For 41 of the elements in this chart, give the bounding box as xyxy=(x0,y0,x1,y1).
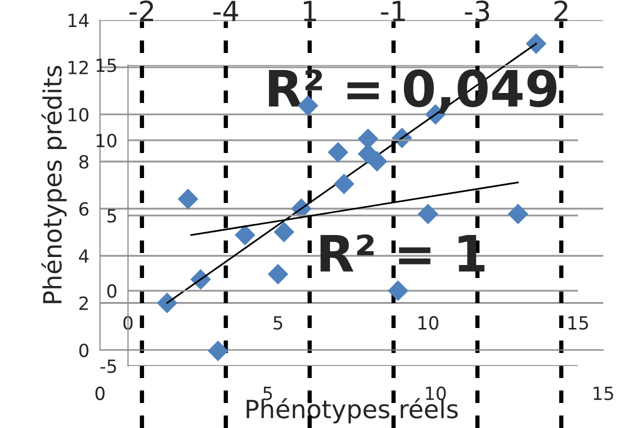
annotation: 1 xyxy=(304,0,316,22)
annotation: -3 xyxy=(464,0,490,22)
y-tick-label: 0 xyxy=(79,344,88,358)
point xyxy=(418,204,438,224)
y-tick-label: 10 xyxy=(68,108,88,122)
y-tick-label: 2 xyxy=(79,296,88,310)
point xyxy=(268,264,288,284)
y-tick-label: 15 xyxy=(96,58,116,72)
annotation: -1 xyxy=(381,0,405,22)
point xyxy=(208,340,228,362)
annotation: 2 xyxy=(554,0,568,22)
x-tick-label: 5 xyxy=(263,386,272,400)
point xyxy=(328,142,348,163)
point xyxy=(388,280,408,302)
x-axis-title: Phénotypes réels xyxy=(246,398,458,424)
point xyxy=(366,151,388,172)
annotation: -2 xyxy=(129,0,154,22)
x-tick-label: 5 xyxy=(274,316,282,330)
y-tick-label: 5 xyxy=(107,209,116,223)
x-tick-label: 15 xyxy=(568,316,588,330)
x-tick-label: 10 xyxy=(418,316,438,330)
point xyxy=(526,33,546,54)
y-tick-label: 12 xyxy=(68,60,88,74)
y-tick-label: 0 xyxy=(107,284,116,298)
point xyxy=(508,204,528,224)
annotation: -4 xyxy=(213,0,238,22)
y-tick-label: 6 xyxy=(79,202,88,216)
point xyxy=(178,188,198,210)
y-tick-label: -5 xyxy=(100,360,116,374)
annotation: R² = 1 xyxy=(320,234,484,272)
point xyxy=(234,224,256,246)
x-tick-label: 15 xyxy=(594,386,614,400)
y-tick-label: 4 xyxy=(78,250,89,263)
point xyxy=(274,222,294,242)
y-tick-label: 14 xyxy=(68,14,89,27)
point xyxy=(156,292,178,314)
point xyxy=(334,174,354,194)
y-tick-label: 10 xyxy=(96,134,116,148)
y-axis-title: Phénotypes prédits xyxy=(41,66,67,304)
x-tick-label: 10 xyxy=(426,386,446,400)
y-tick-label: 8 xyxy=(79,155,88,169)
